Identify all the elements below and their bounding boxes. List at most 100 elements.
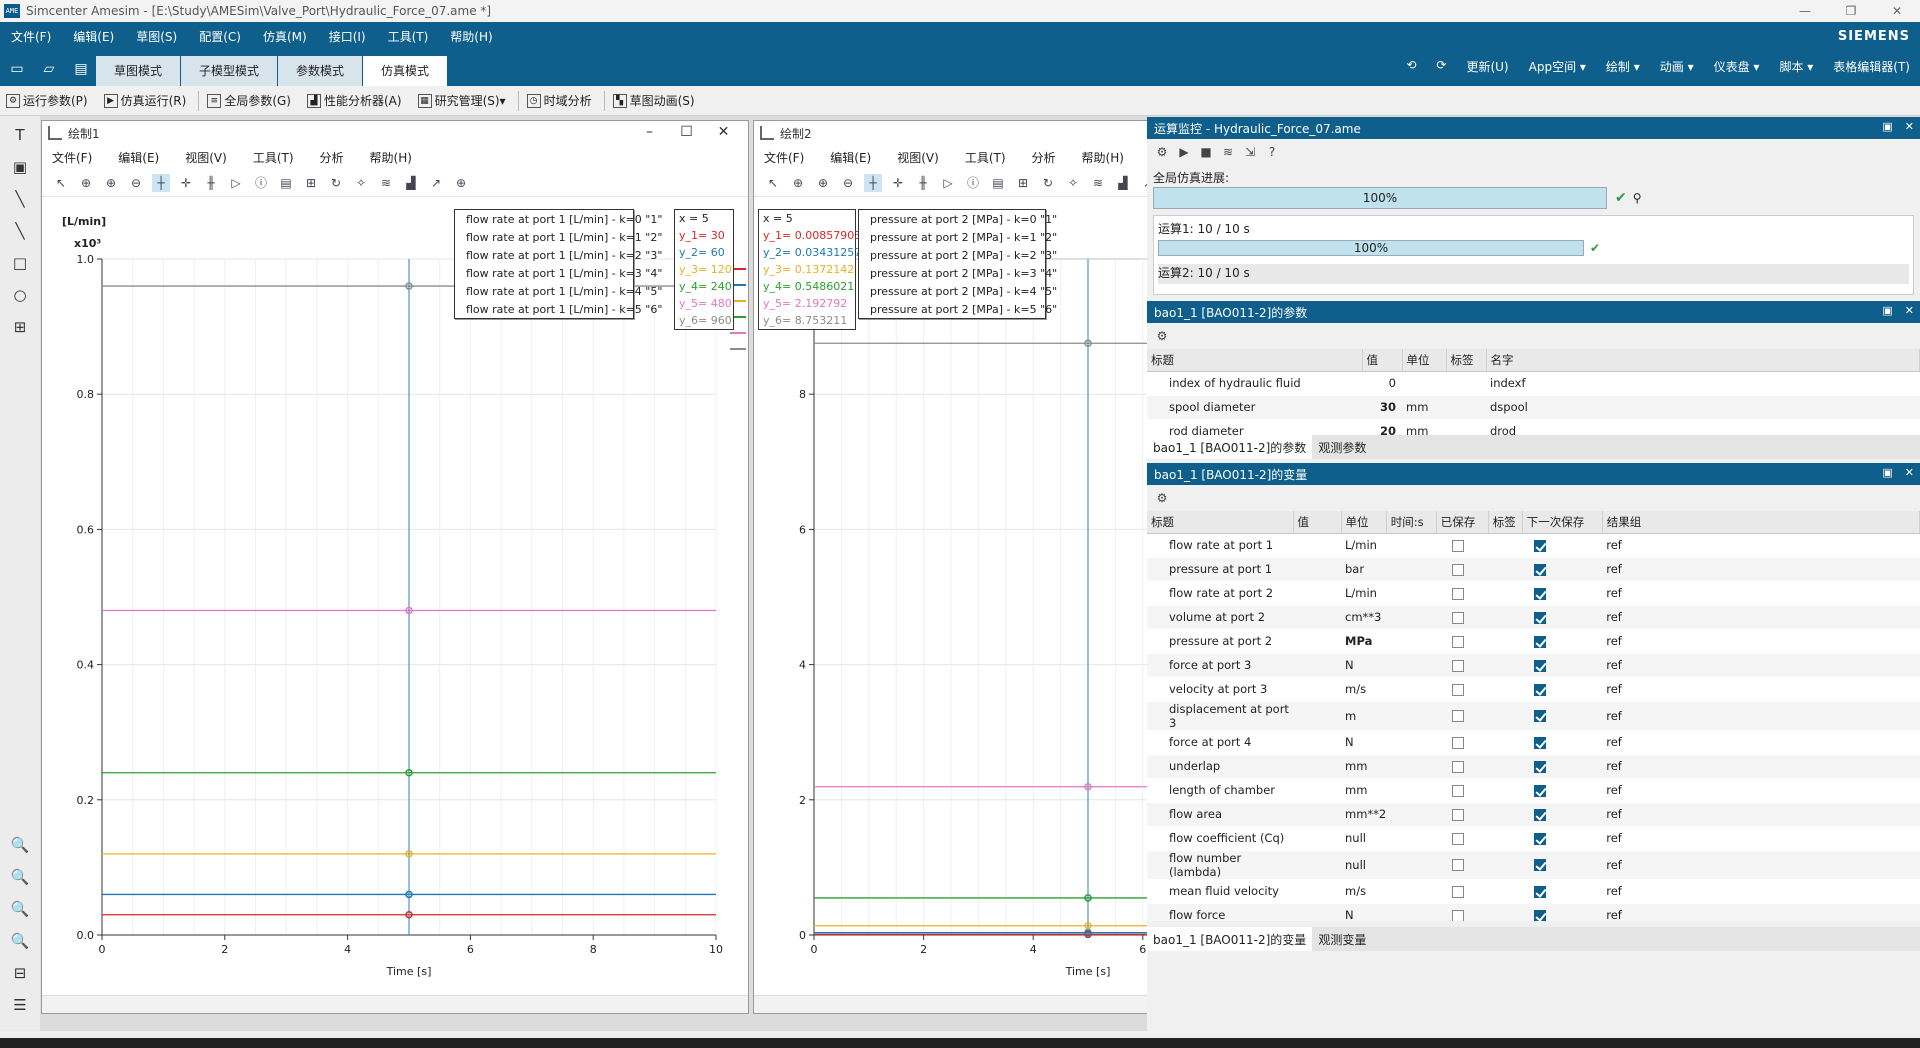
column-header[interactable]: 标题: [1147, 349, 1363, 372]
var-next-save[interactable]: [1522, 581, 1603, 606]
saved-checkbox[interactable]: [1452, 710, 1465, 722]
run-parameters-button[interactable]: ⚙ 运行参数(P): [0, 92, 98, 109]
column-header[interactable]: 单位: [1341, 511, 1387, 534]
legend-entry[interactable]: flow rate at port 1 [L/min] - k=1 "2": [455, 228, 662, 246]
plot-menu-edit[interactable]: 编辑(E): [830, 150, 872, 165]
next-save-checkbox[interactable]: [1534, 784, 1547, 797]
help-icon[interactable]: ?: [1268, 145, 1276, 159]
var-next-save[interactable]: [1522, 778, 1603, 803]
pin-icon[interactable]: ✧: [1067, 175, 1079, 190]
saved-checkbox[interactable]: [1452, 859, 1465, 871]
refresh-icon[interactable]: ↻: [330, 175, 342, 190]
saved-checkbox[interactable]: [1452, 563, 1465, 576]
plot-menu-view[interactable]: 视图(V): [185, 150, 227, 165]
next-save-checkbox[interactable]: [1534, 683, 1547, 696]
var-saved[interactable]: [1436, 605, 1489, 630]
table-row[interactable]: mean fluid velocity m/s ref: [1147, 879, 1920, 904]
rectangle-tool-icon[interactable]: □: [12, 254, 28, 272]
var-saved[interactable]: [1436, 730, 1489, 755]
line-tool-icon[interactable]: ╲: [15, 190, 25, 208]
legend-entry[interactable]: pressure at port 2 [MPa] - k=2 "3": [859, 246, 1057, 264]
saved-checkbox[interactable]: [1452, 611, 1465, 624]
column-header[interactable]: 已保存: [1436, 511, 1489, 534]
open-folder-icon[interactable]: ▱: [43, 61, 55, 77]
var-next-save[interactable]: [1522, 826, 1603, 851]
next-save-checkbox[interactable]: [1534, 909, 1547, 921]
sketch-animation-button[interactable]: ▚ 草图动画(S): [607, 92, 705, 109]
float-panel-icon[interactable]: ▣: [1882, 304, 1893, 317]
saved-checkbox[interactable]: [1452, 885, 1465, 898]
table-row[interactable]: displacement at port 3 m ref: [1147, 701, 1920, 731]
var-next-save[interactable]: [1522, 677, 1603, 702]
table-row[interactable]: spool diameter 30 mm dspool: [1147, 395, 1920, 420]
restore-button[interactable]: ❐: [1845, 4, 1857, 18]
zoom-in-icon[interactable]: ⊕: [105, 175, 117, 190]
var-saved[interactable]: [1436, 778, 1489, 803]
saved-checkbox[interactable]: [1452, 683, 1465, 696]
grid-icon[interactable]: ⊞: [305, 175, 317, 190]
zoom-out-icon[interactable]: ⊖: [130, 175, 142, 190]
animation-button[interactable]: 动画 ▾: [1659, 60, 1694, 74]
script-button[interactable]: 脚本 ▾: [1779, 60, 1814, 74]
close-button[interactable]: ✕: [717, 124, 730, 140]
var-next-save[interactable]: [1522, 903, 1603, 921]
plot-button[interactable]: 绘制 ▾: [1605, 60, 1640, 74]
grid-icon[interactable]: ⊞: [1017, 175, 1029, 190]
zoom-out-icon[interactable]: 🔍: [10, 868, 30, 886]
redo-button[interactable]: ⟳: [1436, 58, 1447, 72]
text-tool-icon[interactable]: T: [15, 126, 25, 144]
table-row[interactable]: flow area mm**2 ref: [1147, 802, 1920, 827]
table-row[interactable]: flow rate at port 1 L/min ref: [1147, 533, 1920, 558]
legend-entry[interactable]: flow rate at port 1 [L/min] - k=3 "4": [455, 264, 662, 282]
next-save-checkbox[interactable]: [1534, 659, 1547, 672]
image-tool-icon[interactable]: ▣: [12, 158, 28, 176]
legend-entry[interactable]: flow rate at port 1 [L/min] - k=0 "1": [455, 210, 662, 228]
align-tool-icon[interactable]: ⊞: [13, 318, 27, 336]
saved-checkbox[interactable]: [1452, 659, 1465, 672]
float-panel-icon[interactable]: ▣: [1882, 120, 1893, 133]
plot-menu-help[interactable]: 帮助(H): [1081, 150, 1124, 165]
play-cursor-icon[interactable]: ▷: [231, 175, 241, 190]
menu-simulation[interactable]: 仿真(M): [262, 29, 307, 44]
next-save-checkbox[interactable]: [1534, 808, 1547, 821]
global-parameters-button[interactable]: ≡ 全局参数(G): [201, 92, 301, 109]
next-save-checkbox[interactable]: [1534, 885, 1547, 898]
var-next-save[interactable]: [1522, 802, 1603, 827]
next-save-checkbox[interactable]: [1534, 832, 1547, 845]
var-next-save[interactable]: [1522, 605, 1603, 630]
table-icon[interactable]: ▤: [992, 175, 1004, 190]
zoom-in-icon[interactable]: 🔍: [10, 836, 30, 854]
zoom-window-icon[interactable]: ⊕: [80, 175, 92, 190]
crosshair-cursor-icon[interactable]: ✛: [180, 175, 192, 190]
zoom-in-icon[interactable]: ⊕: [817, 175, 829, 190]
plot-menu-help[interactable]: 帮助(H): [369, 150, 412, 165]
saved-checkbox[interactable]: [1452, 539, 1465, 552]
plot-menu-tools[interactable]: 工具(T): [252, 150, 294, 165]
refresh-icon[interactable]: ↻: [1042, 175, 1054, 190]
new-file-icon[interactable]: ▭: [10, 61, 24, 77]
column-header[interactable]: 名字: [1486, 349, 1920, 372]
legend-entry[interactable]: flow rate at port 1 [L/min] - k=5 "6": [455, 300, 662, 318]
table-row[interactable]: length of chamber mm ref: [1147, 778, 1920, 803]
curve-edit-icon[interactable]: ↗: [430, 175, 442, 190]
menu-file[interactable]: 文件(F): [11, 29, 52, 44]
saved-checkbox[interactable]: [1452, 635, 1465, 648]
legend-entry[interactable]: flow rate at port 1 [L/min] - k=2 "3": [455, 246, 662, 264]
var-saved[interactable]: [1436, 754, 1489, 779]
arrow-tool-icon[interactable]: ╲: [15, 222, 25, 240]
var-next-save[interactable]: [1522, 850, 1603, 880]
var-next-save[interactable]: [1522, 629, 1603, 654]
tab-watch-vars[interactable]: 观测变量: [1318, 933, 1367, 947]
table-row[interactable]: pressure at port 2 MPa ref: [1147, 629, 1920, 654]
update-button[interactable]: 更新(U): [1466, 60, 1509, 74]
performance-analyzer-button[interactable]: ▟ 性能分析器(A): [301, 92, 412, 109]
table-row[interactable]: flow coefficient (Cq) null ref: [1147, 826, 1920, 851]
menu-sketch[interactable]: 草图(S): [136, 29, 178, 44]
var-saved[interactable]: [1436, 677, 1489, 702]
var-next-save[interactable]: [1522, 730, 1603, 755]
plot-menu-edit[interactable]: 编辑(E): [118, 150, 160, 165]
var-saved[interactable]: [1436, 629, 1489, 654]
